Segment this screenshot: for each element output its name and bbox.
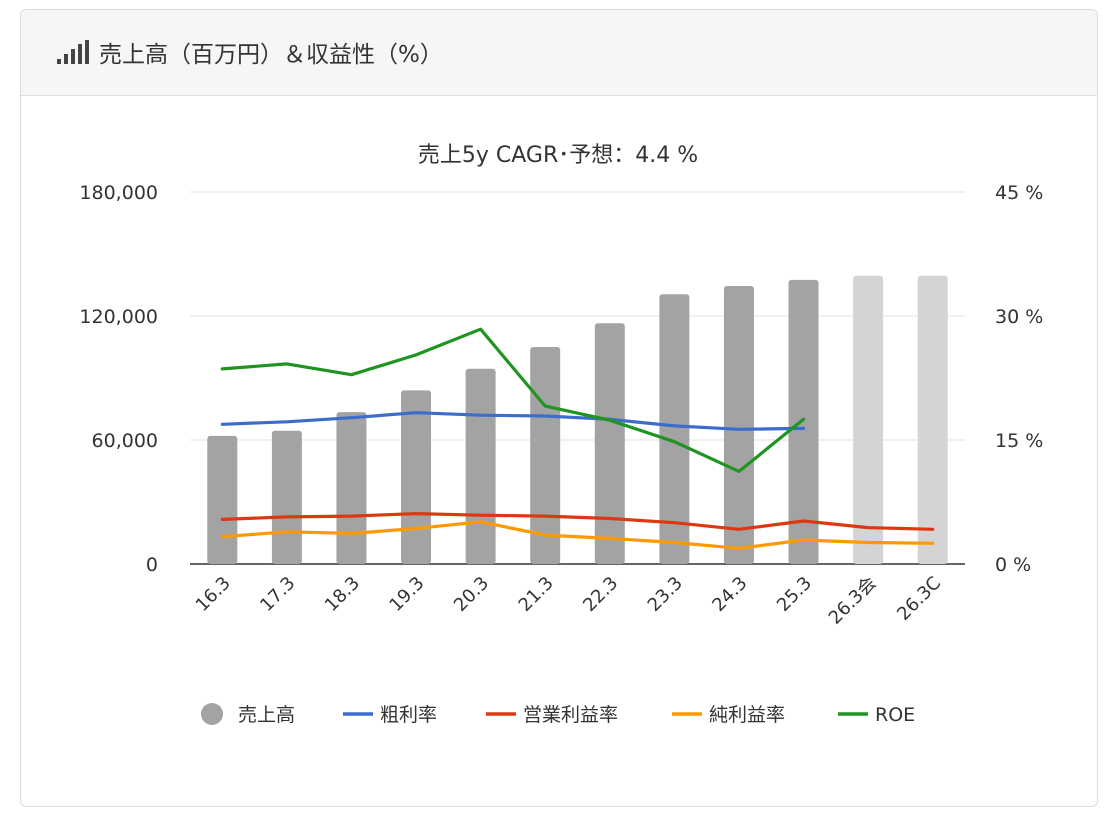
legend-swatch — [201, 703, 223, 725]
x-axis-tick-label: 19.3 — [385, 573, 428, 616]
legend-label: 純利益率 — [709, 704, 785, 726]
left-axis-labels: 0 60,000 120,000 180,000 — [79, 182, 158, 576]
series-line-3 — [220, 327, 806, 473]
series-line-1 — [220, 511, 935, 531]
left-axis-tick-label: 180,000 — [79, 182, 158, 204]
right-axis-tick-label: 30 % — [995, 306, 1043, 328]
bar-20.3 — [465, 368, 496, 564]
bar-24.3 — [723, 286, 754, 564]
card-title: 売上高（百万円）＆収益性（%） — [99, 42, 443, 68]
bar-19.3 — [401, 390, 432, 564]
right-axis-tick-label: 45 % — [995, 182, 1043, 204]
series-line-2 — [220, 520, 935, 550]
grid — [190, 191, 965, 565]
bar-23.3 — [659, 294, 690, 564]
bar-26.3会 — [853, 275, 884, 564]
legend-label: 売上高 — [238, 704, 295, 726]
bar-16.3 — [207, 435, 238, 564]
x-axis-tick-label: 20.3 — [450, 573, 493, 616]
legend-label: 粗利率 — [380, 704, 437, 726]
left-axis-tick-label: 60,000 — [92, 430, 158, 452]
bar-26.3C — [917, 275, 948, 564]
legend-label: 営業利益率 — [523, 704, 618, 726]
x-axis-tick-label: 24.3 — [708, 573, 751, 616]
x-axis-tick-label: 18.3 — [321, 573, 364, 616]
bar-17.3 — [271, 430, 302, 564]
legend-label: ROE — [875, 704, 915, 726]
right-axis-tick-label: 15 % — [995, 430, 1043, 452]
right-axis-tick-label: 0 % — [995, 554, 1031, 576]
legend: 売上高 粗利率 営業利益率 純利益率 ROE — [201, 703, 915, 726]
signal-bars-icon — [57, 40, 89, 64]
x-axis-tick-label: 21.3 — [515, 573, 558, 616]
bar-22.3 — [594, 323, 625, 564]
left-axis-tick-label: 0 — [146, 554, 158, 576]
x-axis-tick-label: 17.3 — [256, 573, 299, 616]
card-header: 売上高（百万円）＆収益性（%） — [21, 10, 1097, 96]
x-axis-tick-label: 16.3 — [192, 573, 235, 616]
chart-title: 売上5y CAGR･予想：4.4 % — [418, 143, 698, 168]
x-axis-labels: 16.3 17.3 18.3 19.3 20.3 21.3 22.3 23.3 24.3 25.3… — [192, 573, 946, 629]
lines — [220, 327, 935, 550]
bar-25.3 — [788, 279, 819, 564]
x-axis-tick-label: 26.3C — [893, 573, 945, 625]
x-axis-tick-label: 26.3会 — [825, 573, 881, 629]
x-axis-tick-label: 22.3 — [579, 573, 622, 616]
left-axis-tick-label: 120,000 — [79, 306, 158, 328]
right-axis-labels: 0 % 15 % 30 % 45 % — [995, 182, 1043, 576]
x-axis-tick-label: 23.3 — [644, 573, 687, 616]
bar-21.3 — [530, 347, 561, 564]
bar-18.3 — [336, 412, 367, 564]
series-line-0 — [220, 411, 806, 431]
x-axis-tick-label: 25.3 — [773, 573, 816, 616]
